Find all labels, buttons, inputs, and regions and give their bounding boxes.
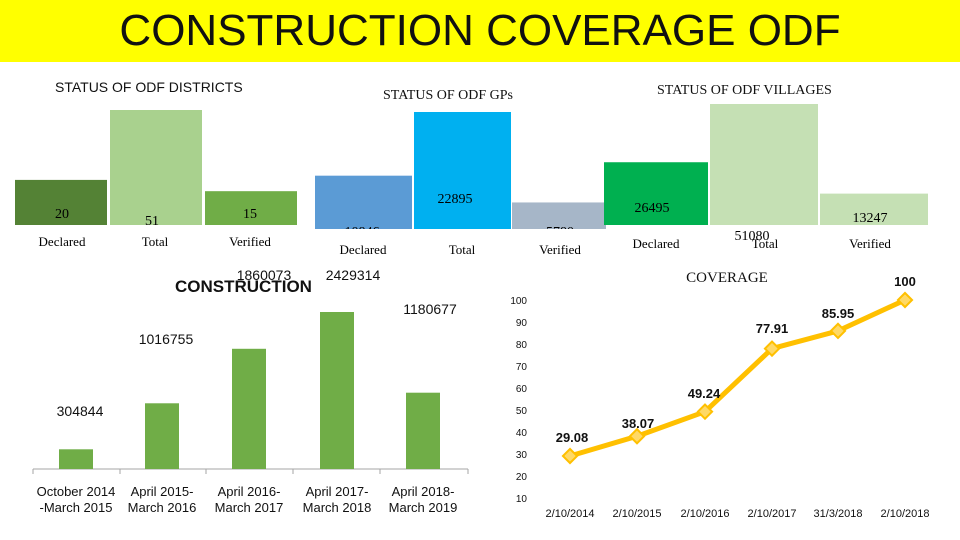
districts-category-label: Verified xyxy=(229,234,271,249)
construction-category-label: March 2018 xyxy=(303,500,372,515)
construction-bar xyxy=(406,392,440,469)
villages-category-label: Total xyxy=(752,236,779,251)
gps-baseline-mask xyxy=(310,229,610,239)
villages-category-label: Verified xyxy=(849,236,891,251)
construction-chart-title: CONSTRUCTION xyxy=(175,277,312,296)
coverage-value-label: 85.95 xyxy=(822,306,855,321)
coverage-x-tick-label: 31/3/2018 xyxy=(814,508,863,520)
coverage-y-tick-label: 70 xyxy=(516,362,528,373)
page-title: CONSTRUCTION COVERAGE ODF xyxy=(119,6,841,55)
gps-bar-verified xyxy=(512,202,606,233)
coverage-y-tick-label: 90 xyxy=(516,318,528,329)
coverage-value-label: 100 xyxy=(894,274,916,289)
coverage-x-tick-label: 2/10/2014 xyxy=(546,508,595,520)
coverage-x-tick-label: 2/10/2017 xyxy=(748,508,797,520)
villages-bar-declared xyxy=(604,162,708,225)
construction-category-label: April 2015- xyxy=(131,484,194,499)
villages-value-label: 26495 xyxy=(635,201,670,216)
coverage-value-label: 38.07 xyxy=(622,416,655,431)
construction-value-label: 2429314 xyxy=(326,267,381,283)
construction-category-label: -March 2015 xyxy=(40,500,113,515)
coverage-series-line xyxy=(569,297,907,459)
villages-value-label: 13247 xyxy=(853,211,888,226)
gps-category-label: Total xyxy=(449,242,476,257)
coverage-point-marker xyxy=(561,447,579,465)
districts-value-label: 51 xyxy=(145,214,159,229)
coverage-x-tick-label: 2/10/2016 xyxy=(681,508,730,520)
coverage-point-marker xyxy=(763,340,781,358)
coverage-point-marker xyxy=(696,403,714,421)
coverage-y-tick-label: 60 xyxy=(516,384,528,395)
construction-value-label: 1860073 xyxy=(237,267,292,283)
construction-category-label: March 2019 xyxy=(389,500,458,515)
districts-category-label: Declared xyxy=(39,234,86,249)
coverage-y-tick-label: 30 xyxy=(516,450,528,461)
gps-bar-total xyxy=(414,112,511,233)
districts-value-label: 20 xyxy=(55,207,69,222)
construction-value-label: 1016755 xyxy=(139,331,194,347)
construction-category-label: April 2017- xyxy=(306,484,369,499)
construction-category-label: April 2016- xyxy=(218,484,281,499)
villages-bar-total xyxy=(710,104,818,225)
coverage-x-tick-label: 2/10/2018 xyxy=(881,508,930,520)
coverage-value-label: 29.08 xyxy=(556,430,589,445)
coverage-point-marker xyxy=(628,427,646,445)
villages-chart-title: STATUS OF ODF VILLAGES xyxy=(657,83,832,98)
gps-bar-declared xyxy=(315,175,412,233)
villages-value-label: 51080 xyxy=(735,229,770,244)
construction-value-label: 1180677 xyxy=(403,301,457,317)
coverage-x-tick-label: 2/10/2015 xyxy=(613,508,662,520)
gps-category-label: Declared xyxy=(340,242,387,257)
gps-chart-title: STATUS OF ODF GPs xyxy=(383,88,513,103)
construction-bar xyxy=(232,348,266,469)
districts-bar-declared xyxy=(15,179,107,225)
coverage-value-label: 49.24 xyxy=(688,386,721,401)
districts-bar-verified xyxy=(205,191,297,225)
villages-bar-verified xyxy=(820,193,928,225)
coverage-point-marker xyxy=(829,322,847,340)
gps-value-label: 22895 xyxy=(438,192,473,207)
construction-bar xyxy=(320,312,354,469)
districts-bar-total xyxy=(110,110,202,225)
districts-category-label: Total xyxy=(142,234,169,249)
coverage-y-tick-label: 50 xyxy=(516,406,528,417)
districts-value-label: 15 xyxy=(243,207,257,222)
construction-category-label: April 2018- xyxy=(392,484,455,499)
construction-category-label: March 2016 xyxy=(128,500,197,515)
villages-category-label: Declared xyxy=(633,236,680,251)
title-banner xyxy=(0,0,960,62)
construction-value-label: 304844 xyxy=(57,403,104,419)
coverage-y-tick-label: 40 xyxy=(516,428,528,439)
coverage-point-marker xyxy=(896,291,914,309)
coverage-y-tick-label: 80 xyxy=(516,340,528,351)
construction-category-label: October 2014 xyxy=(37,484,116,499)
coverage-chart-title: COVERAGE xyxy=(686,270,768,286)
construction-bar xyxy=(59,449,93,469)
districts-chart-title: STATUS OF ODF DISTRICTS xyxy=(55,79,243,95)
coverage-y-tick-label: 10 xyxy=(516,494,528,505)
construction-category-label: March 2017 xyxy=(215,500,284,515)
coverage-value-label: 77.91 xyxy=(756,321,789,336)
coverage-y-tick-label: 100 xyxy=(510,296,527,307)
construction-bar xyxy=(145,403,179,469)
coverage-y-tick-label: 20 xyxy=(516,472,528,483)
gps-category-label: Verified xyxy=(539,242,581,257)
